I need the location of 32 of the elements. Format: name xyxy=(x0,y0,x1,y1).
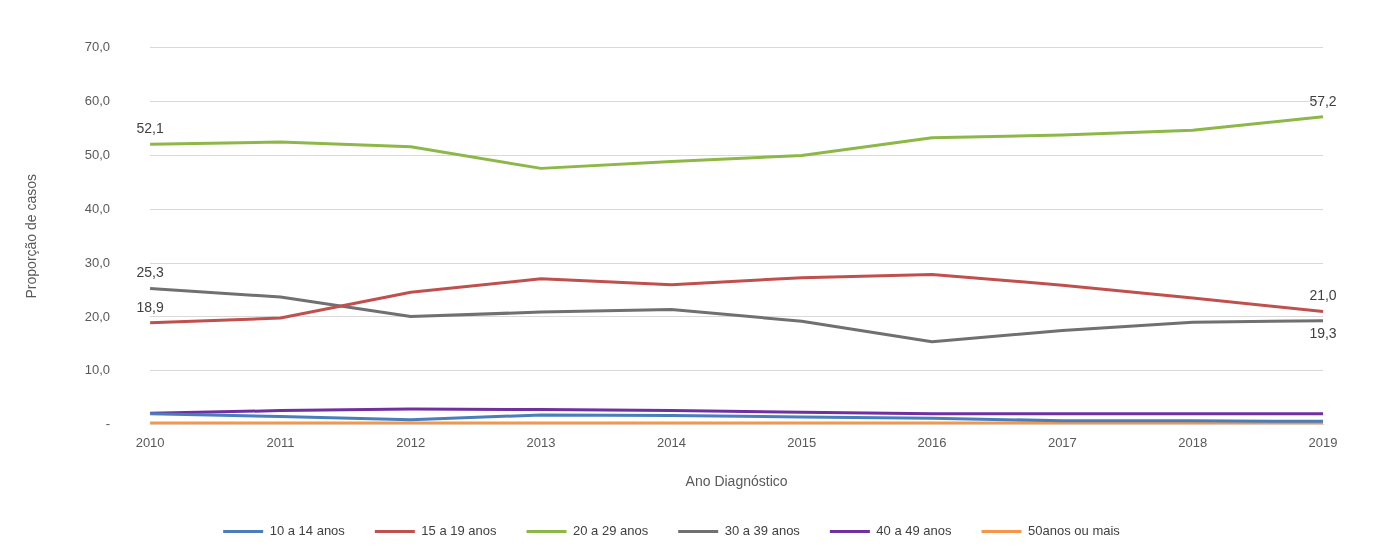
y-tick-label: 40,0 xyxy=(84,200,111,216)
x-axis-title: Ano Diagnóstico xyxy=(685,473,788,490)
x-tick-label: 2011 xyxy=(266,434,295,450)
x-tick-label: 2018 xyxy=(1178,434,1208,450)
x-tick-label: 2014 xyxy=(656,434,686,450)
y-tick-label: 10,0 xyxy=(84,362,111,378)
x-tick-label: 2017 xyxy=(1047,434,1077,450)
y-tick-label: - xyxy=(105,416,111,432)
x-tick-label: 2015 xyxy=(787,434,817,450)
data-label: 19,3 xyxy=(1309,324,1337,341)
x-tick-label: 2019 xyxy=(1308,434,1338,450)
legend-label: 30 a 39 anos xyxy=(724,523,801,539)
y-tick-label: 50,0 xyxy=(84,147,111,163)
y-tick-label: 70,0 xyxy=(84,39,111,55)
legend-label: 20 a 29 anos xyxy=(573,523,649,539)
x-tick-label: 2012 xyxy=(396,434,426,450)
y-tick-label: 60,0 xyxy=(84,93,111,109)
data-label: 25,3 xyxy=(136,264,164,281)
y-axis-title: Proporção de casos xyxy=(23,173,40,299)
x-tick-label: 2013 xyxy=(526,434,556,450)
y-tick-label: 20,0 xyxy=(84,308,111,324)
legend-label: 50anos ou mais xyxy=(1028,523,1121,539)
data-label: 21,0 xyxy=(1309,287,1337,304)
x-tick-label: 2010 xyxy=(135,434,165,450)
x-tick-label: 2016 xyxy=(917,434,947,450)
legend-label: 10 a 14 anos xyxy=(269,523,346,539)
legend-label: 15 a 19 anos xyxy=(421,523,498,539)
data-label: 18,9 xyxy=(136,298,164,315)
data-label: 52,1 xyxy=(136,120,164,137)
legend-label: 40 a 49 anos xyxy=(876,523,953,539)
data-label: 57,2 xyxy=(1309,92,1337,109)
y-tick-label: 30,0 xyxy=(84,254,111,270)
